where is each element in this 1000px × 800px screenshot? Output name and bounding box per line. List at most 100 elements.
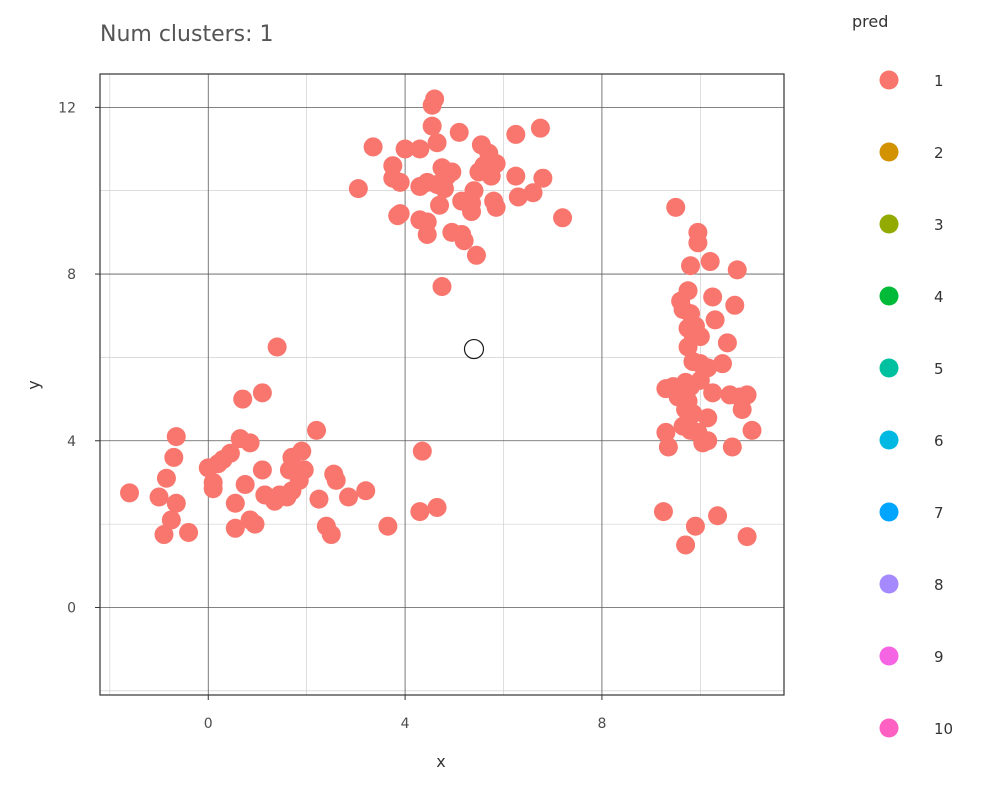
legend-key [879, 574, 899, 594]
centroid-markers [463, 338, 485, 360]
data-point [676, 535, 696, 555]
data-point [666, 197, 686, 217]
legend-label: 3 [934, 216, 944, 234]
data-point [464, 181, 484, 201]
data-point [390, 172, 410, 192]
data-point [203, 479, 223, 499]
data-point [737, 527, 757, 547]
data-point [356, 481, 376, 501]
legend-label: 2 [934, 144, 944, 162]
data-point [658, 437, 678, 457]
data-point [553, 208, 573, 228]
data-point [425, 89, 445, 109]
data-point [442, 162, 462, 182]
data-point [307, 420, 327, 440]
data-points [120, 89, 762, 555]
data-point [486, 197, 506, 217]
legend-key [879, 502, 899, 522]
x-tick-label: 8 [597, 716, 606, 732]
legend-key [879, 70, 899, 90]
data-point [742, 420, 762, 440]
data-point [417, 224, 437, 244]
data-point [154, 525, 174, 545]
data-point [449, 122, 469, 142]
data-point [309, 489, 329, 509]
legend-key [879, 214, 899, 234]
legend-item: 3 [879, 214, 944, 234]
data-point [427, 133, 447, 153]
data-point [410, 139, 430, 159]
data-point [225, 493, 245, 513]
legend-label: 6 [934, 432, 944, 450]
data-point [240, 433, 260, 453]
data-point [454, 231, 474, 251]
legend-item: 7 [879, 502, 944, 522]
data-point [120, 483, 140, 503]
data-point [245, 514, 265, 534]
data-point [523, 183, 543, 203]
y-axis-title: y [24, 380, 43, 389]
data-point [220, 443, 240, 463]
data-point [412, 441, 432, 461]
data-point [410, 502, 430, 522]
legend-label: 5 [934, 360, 944, 378]
legend-item: 8 [879, 574, 944, 594]
data-point [179, 522, 199, 542]
data-point [703, 383, 723, 403]
legend-label: 10 [934, 720, 953, 738]
y-tick-label: 4 [67, 434, 76, 450]
data-point [732, 400, 752, 420]
data-point [326, 470, 346, 490]
centroid-marker [463, 338, 485, 360]
legend-label: 8 [934, 576, 944, 594]
legend-item: 5 [879, 358, 944, 378]
legend-key [879, 142, 899, 162]
data-point [363, 137, 383, 157]
legend-key [879, 718, 899, 738]
data-point [427, 497, 447, 517]
data-point [294, 460, 314, 480]
data-point [348, 179, 368, 199]
legend-key [879, 430, 899, 450]
legend-item: 4 [879, 286, 944, 306]
data-point [506, 124, 526, 144]
data-point [727, 260, 747, 280]
data-point [717, 333, 737, 353]
data-point [486, 154, 506, 174]
legend-label: 1 [934, 72, 944, 90]
y-tick-label: 8 [67, 267, 76, 283]
legend: 1 2 3 4 5 6 7 8 9 10 [879, 70, 953, 738]
legend-label: 4 [934, 288, 944, 306]
data-point [388, 206, 408, 226]
x-tick-label: 4 [401, 716, 410, 732]
legend-item: 2 [879, 142, 944, 162]
legend-key [879, 286, 899, 306]
data-point [705, 310, 725, 330]
data-point [725, 295, 745, 315]
data-point [267, 337, 287, 357]
data-point [685, 516, 705, 536]
data-point [252, 383, 272, 403]
data-point [700, 252, 720, 272]
data-point [166, 427, 186, 447]
data-point [422, 116, 442, 136]
data-point [339, 487, 359, 507]
data-point [508, 187, 528, 207]
data-point [395, 139, 415, 159]
data-point [653, 502, 673, 522]
axes: 0 4 8 0 4 8 12 [58, 73, 785, 732]
data-point [737, 385, 757, 405]
x-tick-label: 0 [204, 716, 213, 732]
legend-key [879, 646, 899, 666]
legend-label: 7 [934, 504, 944, 522]
data-point [466, 245, 486, 265]
data-point [166, 493, 186, 513]
y-tick-label: 12 [58, 100, 76, 116]
data-point [292, 441, 312, 461]
data-point [252, 460, 272, 480]
x-axis-title: x [436, 752, 445, 771]
legend-title: pred [852, 12, 888, 31]
legend-item: 6 [879, 430, 944, 450]
data-point [235, 475, 255, 495]
